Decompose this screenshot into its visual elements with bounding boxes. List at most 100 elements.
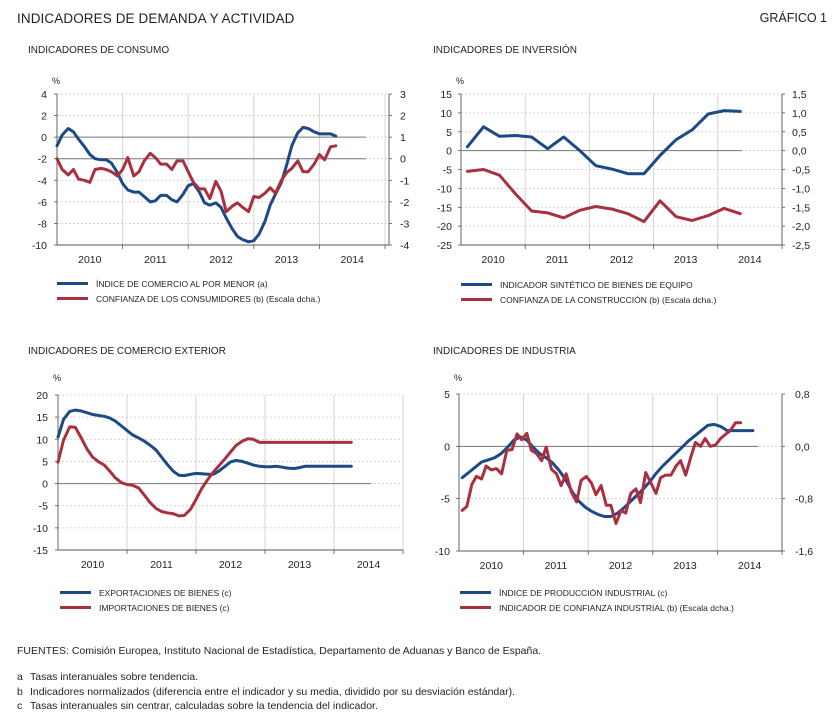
y-left-tick-label: -10	[32, 240, 47, 252]
footnote-c: c Tasas interanuales sin centrar, calcul…	[17, 699, 515, 714]
y-left-tick-label: 15	[36, 412, 48, 424]
y-left-tick-label: 0	[41, 132, 47, 144]
footnote-text: Tasas interanuales sobre tendencia.	[30, 671, 199, 683]
y-left-tick-label: 0	[42, 479, 48, 491]
y-left-tick-label: -2	[38, 154, 47, 166]
x-tick-label: 2011	[150, 559, 173, 571]
legend-swatch-blue	[460, 591, 491, 594]
y-left-tick-label: -10	[435, 546, 450, 558]
legend-swatch-blue	[57, 282, 88, 285]
legend-label: ÍNDICE DE COMERCIO AL POR MENOR (a)	[96, 278, 268, 289]
y-left-tick-label: -15	[33, 545, 48, 557]
y-right-tick-label: -4	[400, 240, 409, 252]
y-right-tick-label: 0,0	[795, 441, 810, 453]
y-left-tick-label: 5	[446, 127, 452, 139]
legend-swatch-red	[460, 606, 491, 609]
legend-label: IMPORTACIONES DE BIENES (c)	[99, 602, 230, 613]
y-right-tick-label: -1	[400, 175, 409, 187]
y-left-tick-label: -5	[441, 494, 450, 506]
chart-inversion: 15 10 5 0 -5 -10 -15 -20 -25 1,5 1,0 0,5 0,0 -0,5 -1,0…	[437, 76, 810, 266]
x-tick-label: 2011	[545, 560, 568, 572]
y-left-tick-label: -25	[437, 240, 452, 252]
y-left-tick-label: -6	[38, 197, 47, 209]
legend-label: CONFIANZA DE LOS CONSUMIDORES (b) (Escal…	[96, 293, 321, 304]
x-tick-label: 2014	[341, 254, 365, 266]
chart-industria: 5 0 -5 -10 0,8 0,0 -0,8 -1,6% 2010 2011 2012 2013 20…	[435, 373, 813, 572]
y-right-tick-label: 1	[400, 132, 406, 144]
footnote-text: Tasas interanuales sin centrar, calculad…	[30, 700, 378, 712]
y-right-tick-label: 1,0	[792, 108, 807, 120]
legend-inversion: INDICADOR SINTÉTICO DE BIENES DE EQUIPO …	[461, 277, 716, 307]
x-tick-label: 2013	[288, 559, 312, 571]
x-tick-label: 2010	[480, 560, 504, 572]
x-tick-label: 2012	[219, 559, 243, 571]
y-left-tick-label: 0	[446, 146, 452, 158]
y-right-tick-label: 3	[400, 89, 406, 101]
y-left-tick-label: 20	[36, 390, 48, 402]
legend-label: ÍNDICE DE PRODUCCIÓN INDUSTRIAL (c)	[499, 587, 668, 598]
x-tick-label: 2011	[546, 254, 569, 266]
y-left-tick-label: 2	[41, 111, 47, 123]
legend-label: INDICADOR SINTÉTICO DE BIENES DE EQUIPO	[500, 279, 693, 290]
legend-industria: ÍNDICE DE PRODUCCIÓN INDUSTRIAL (c) INDI…	[460, 585, 734, 615]
y-right-tick-label: 0	[400, 154, 406, 166]
y-left-tick-label: -10	[33, 523, 48, 535]
legend-item: EXPORTACIONES DE BIENES (c)	[60, 585, 231, 600]
legend-label: INDICADOR DE CONFIANZA INDUSTRIAL (b) (E…	[499, 602, 734, 613]
legend-item: ÍNDICE DE PRODUCCIÓN INDUSTRIAL (c)	[460, 585, 734, 600]
footnotes: a Tasas interanuales sobre tendencia. b …	[17, 670, 515, 714]
legend-item: CONFIANZA DE LA CONSTRUCCIÓN (b) (Escala…	[461, 292, 716, 307]
x-tick-label: 2010	[481, 254, 505, 266]
page-title: INDICADORES DE DEMANDA Y ACTIVIDAD	[17, 11, 295, 26]
legend-label: CONFIANZA DE LA CONSTRUCCIÓN (b) (Escala…	[500, 294, 717, 305]
y-right-tick-label: -2	[400, 197, 409, 209]
legend-label: EXPORTACIONES DE BIENES (c)	[99, 587, 232, 598]
unit-label: %	[456, 76, 464, 86]
chart-comercio-exterior: 20 15 10 5 0 -5 -10 -15% 2010 2011 2012 2013 2014	[33, 373, 404, 571]
y-left-tick-label: -15	[437, 202, 452, 214]
series-line-blue	[56, 408, 353, 478]
y-right-tick-label: 1,5	[792, 89, 807, 101]
x-tick-label: 2012	[609, 560, 633, 572]
legend-swatch-blue	[60, 591, 91, 594]
series-line-blue	[465, 109, 742, 176]
y-left-tick-label: -4	[38, 175, 47, 187]
y-right-tick-label: 2	[400, 111, 406, 123]
y-right-tick-label: -3	[400, 218, 409, 230]
figure-label: GRÁFICO 1	[759, 11, 827, 25]
y-right-tick-label: -2,0	[792, 221, 810, 233]
y-left-tick-label: 10	[440, 108, 452, 120]
x-tick-label: 2013	[275, 254, 299, 266]
legend-consumo: ÍNDICE DE COMERCIO AL POR MENOR (a) CONF…	[57, 276, 320, 306]
footnote-key: b	[17, 685, 23, 698]
legend-swatch-red	[461, 298, 492, 301]
x-tick-label: 2014	[357, 559, 381, 571]
y-right-tick-label: -0,5	[792, 165, 810, 177]
y-left-tick-label: 10	[36, 434, 48, 446]
legend-item: ÍNDICE DE COMERCIO AL POR MENOR (a)	[57, 276, 320, 291]
panel-title-consumo: INDICADORES DE CONSUMO	[28, 45, 170, 56]
legend-item: IMPORTACIONES DE BIENES (c)	[60, 600, 231, 615]
series-line-red	[56, 425, 353, 518]
legend-item: INDICADOR DE CONFIANZA INDUSTRIAL (b) (E…	[460, 600, 734, 615]
series-line-red	[55, 144, 338, 214]
panel-title-inversion: INDICADORES DE INVERSIÓN	[433, 45, 577, 56]
x-tick-label: 2013	[673, 560, 697, 572]
y-right-tick-label: 0,5	[792, 127, 807, 139]
y-left-tick-label: 0	[444, 441, 450, 453]
legend-swatch-red	[57, 297, 88, 300]
unit-label: %	[454, 373, 462, 383]
y-left-tick-label: -8	[38, 218, 47, 230]
y-right-tick-label: 0,0	[792, 146, 807, 158]
x-tick-label: 2010	[81, 559, 105, 571]
x-tick-label: 2014	[738, 254, 762, 266]
legend-item: CONFIANZA DE LOS CONSUMIDORES (b) (Escal…	[57, 291, 320, 306]
x-tick-label: 2014	[738, 560, 762, 572]
y-left-tick-label: -10	[437, 183, 452, 195]
series-line-red	[465, 168, 742, 224]
y-left-tick-label: 5	[444, 389, 450, 401]
y-right-tick-label: -1,6	[795, 546, 813, 558]
legend-item: INDICADOR SINTÉTICO DE BIENES DE EQUIPO	[461, 277, 716, 292]
footnote-b: b Indicadores normalizados (diferencia e…	[17, 685, 515, 700]
